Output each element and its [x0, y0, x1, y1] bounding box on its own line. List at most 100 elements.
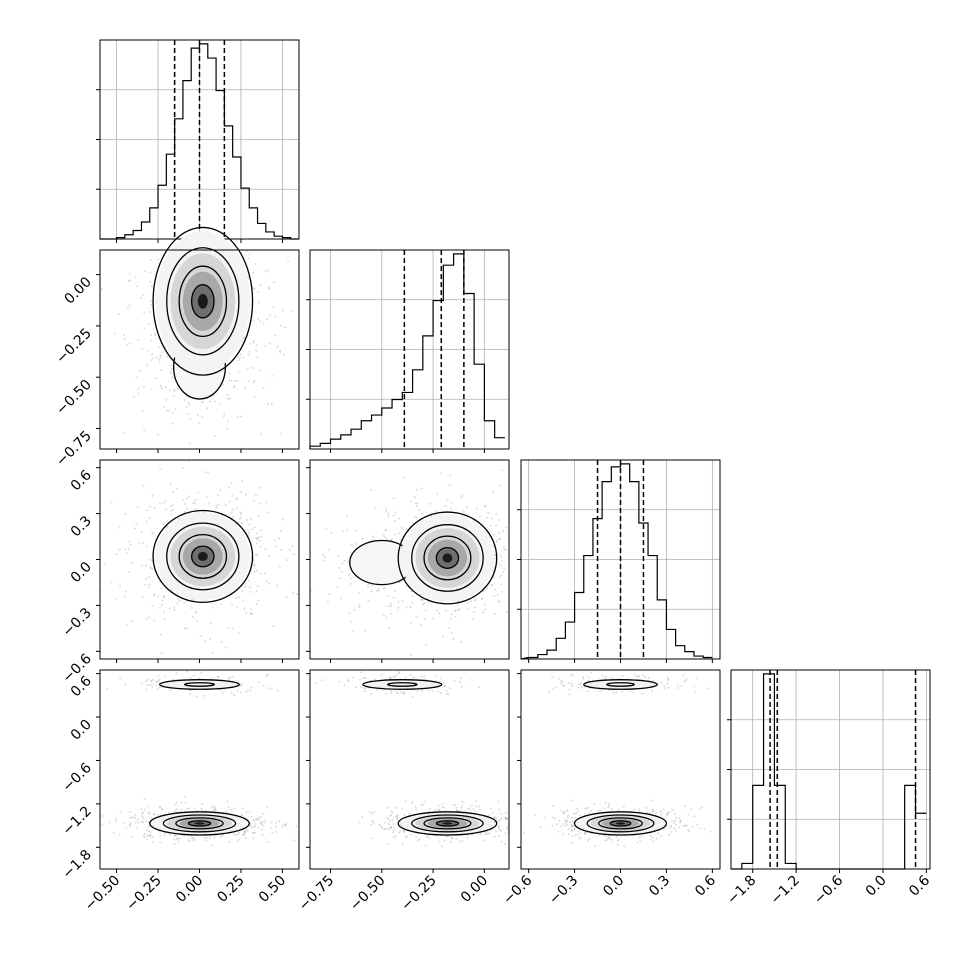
scatter-point [442, 806, 445, 809]
scatter-point [293, 839, 296, 842]
scatter-point [667, 679, 670, 682]
scatter-point [209, 836, 212, 839]
scatter-point [129, 544, 132, 547]
scatter-point [290, 309, 293, 312]
scatter-point [384, 536, 387, 539]
scatter-point [270, 821, 273, 824]
scatter-point [489, 524, 492, 527]
scatter-point [141, 410, 144, 413]
scatter-point [572, 673, 575, 676]
scatter-point [129, 821, 132, 824]
scatter-point [151, 532, 154, 535]
scatter-point [588, 838, 591, 841]
scatter-point [644, 806, 647, 809]
scatter-point [466, 601, 469, 604]
scatter-point [262, 824, 265, 827]
scatter-point [466, 834, 469, 837]
y-tick-label: −0.50 [53, 377, 95, 419]
scatter-point [166, 409, 169, 412]
scatter-point [159, 633, 162, 636]
scatter-point [557, 830, 560, 833]
scatter-point [134, 813, 137, 816]
scatter-point [144, 583, 147, 586]
scatter-point [571, 824, 574, 827]
scatter-point [420, 598, 423, 601]
scatter-point [228, 677, 231, 680]
scatter-point [555, 823, 558, 826]
scatter-point [364, 629, 367, 632]
scatter-point [561, 681, 564, 684]
scatter-point [396, 609, 399, 612]
scatter-point [255, 537, 258, 540]
scatter-point [588, 811, 591, 814]
scatter-point [466, 837, 469, 840]
scatter-point [405, 606, 408, 609]
scatter-point [682, 824, 685, 827]
scatter-point [401, 807, 404, 810]
scatter-point [571, 816, 574, 819]
panel-background [310, 670, 509, 869]
scatter-point [389, 690, 392, 693]
scatter-point [446, 499, 449, 502]
scatter-point [560, 809, 563, 812]
scatter-point [242, 833, 245, 836]
scatter-point [498, 819, 501, 822]
scatter-point [235, 834, 238, 837]
scatter-point [200, 807, 203, 810]
scatter-point [237, 358, 240, 361]
scatter-point [461, 495, 464, 498]
scatter-point [449, 474, 452, 477]
scatter-point [244, 585, 247, 588]
y-tick-label: −0.6 [59, 760, 94, 795]
scatter-point [163, 596, 166, 599]
scatter-point [276, 345, 279, 348]
scatter-point [226, 800, 229, 803]
scatter-point [150, 339, 153, 342]
scatter-point [564, 819, 567, 822]
scatter-point [656, 832, 659, 835]
scatter-point [404, 836, 407, 839]
scatter-point [651, 810, 654, 813]
scatter-point [474, 606, 477, 609]
scatter-point [371, 820, 374, 823]
scatter-point [571, 824, 574, 827]
scatter-point [145, 688, 148, 691]
scatter-point [266, 511, 269, 514]
scatter-point [208, 400, 211, 403]
scatter-point [160, 807, 163, 810]
scatter-point [169, 482, 172, 485]
scatter-point [551, 676, 554, 679]
scatter-point [253, 379, 256, 382]
scatter-point [381, 825, 384, 828]
scatter-point [589, 671, 592, 674]
scatter-point [498, 538, 501, 541]
x-tick-label: −0.25 [123, 873, 165, 915]
scatter-point [330, 532, 333, 535]
scatter-point [250, 815, 253, 818]
scatter-point [364, 686, 367, 689]
scatter-point [230, 482, 233, 485]
scatter-point [185, 627, 188, 630]
scatter-point [447, 693, 450, 696]
scatter-point [256, 585, 259, 588]
scatter-point [125, 624, 128, 627]
scatter-point [292, 591, 295, 594]
scatter-point [385, 538, 388, 541]
scatter-point [183, 602, 186, 605]
scatter-point [258, 819, 261, 822]
scatter-point [161, 808, 164, 811]
scatter-point [114, 820, 117, 823]
scatter-point [405, 584, 408, 587]
scatter-point [422, 803, 425, 806]
scatter-point [164, 500, 167, 503]
scatter-point [250, 686, 253, 689]
scatter-point [175, 808, 178, 811]
scatter-point [401, 526, 404, 529]
scatter-point [378, 824, 381, 827]
scatter-point [678, 817, 681, 820]
scatter-point [240, 683, 243, 686]
scatter-point [201, 803, 204, 806]
scatter-point [214, 434, 217, 437]
scatter-point [136, 826, 139, 829]
x-tick-label: −0.50 [347, 873, 389, 915]
